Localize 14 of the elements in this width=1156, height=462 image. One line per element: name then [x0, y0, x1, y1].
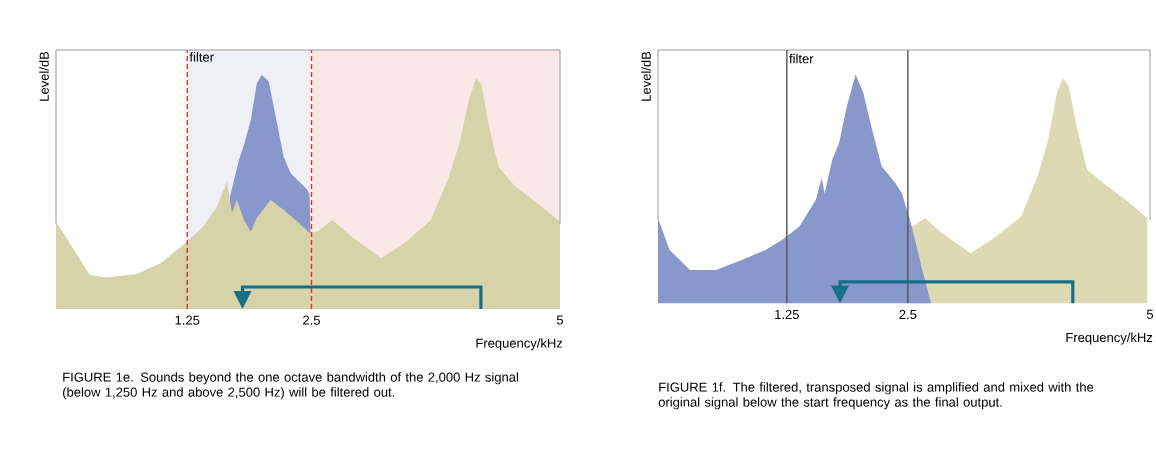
x-axis-title: Frequency/kHz — [1066, 332, 1153, 345]
annotation: filter — [789, 53, 814, 64]
caption: FIGURE 1f. The filtered, transposed signal is amplified and mixed with the original signal below the start frequency as the final output. — [658, 382, 1094, 410]
x-tick-label: 1.25 — [775, 309, 799, 320]
caption: FIGURE 1e. Sounds beyond the one octave bandwidth of the 2,000 Hz signal (below 1,250 Hz and above 2,500 Hz) will be filtered out. — [63, 372, 518, 400]
x-axis-title: Frequency/kHz — [476, 338, 563, 351]
x-tick-label: 2.5 — [899, 309, 917, 320]
x-tick-label: 5 — [1146, 309, 1154, 319]
x-tick-label: 5 — [556, 315, 564, 325]
x-tick-label: 1.25 — [175, 315, 200, 325]
band-label: filter — [189, 52, 214, 62]
x-tick-label: 2.5 — [303, 315, 320, 325]
y-axis-title: Level/dB — [39, 51, 49, 101]
y-axis-title: Level/dB — [641, 51, 651, 101]
